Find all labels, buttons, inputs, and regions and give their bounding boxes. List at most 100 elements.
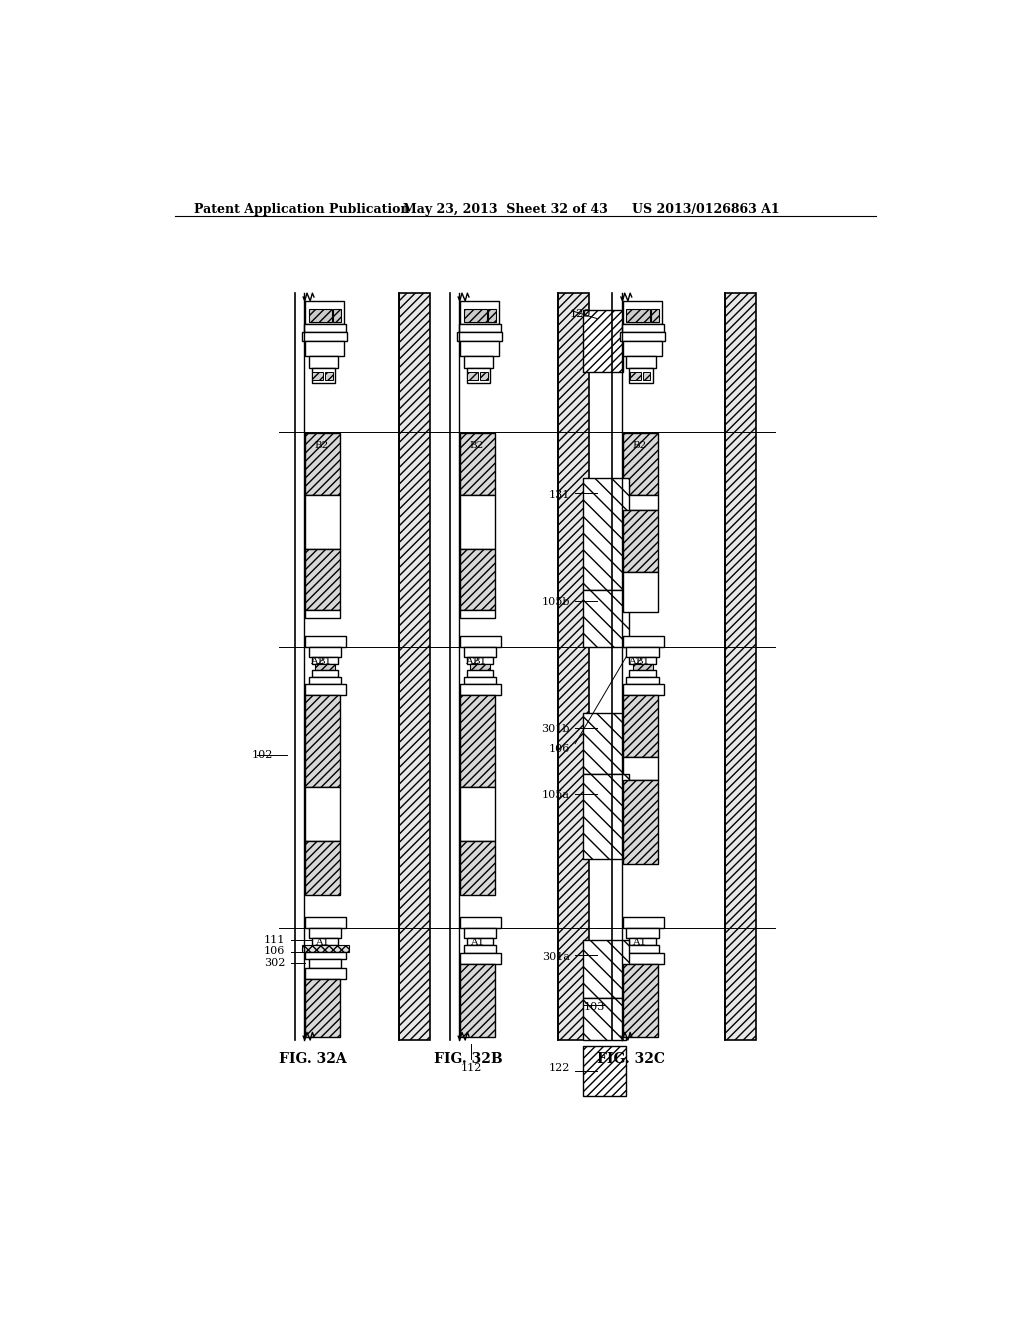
- Bar: [583, 310, 624, 372]
- Text: 122: 122: [549, 1063, 569, 1073]
- Bar: [488, 309, 496, 322]
- Text: B2: B2: [314, 441, 329, 450]
- Bar: [305, 341, 344, 356]
- Bar: [627, 647, 658, 656]
- Bar: [311, 671, 338, 677]
- Bar: [624, 433, 658, 495]
- Bar: [627, 928, 658, 937]
- Bar: [461, 341, 500, 356]
- Bar: [583, 940, 630, 998]
- Bar: [305, 549, 340, 610]
- Bar: [467, 372, 478, 380]
- Bar: [461, 610, 496, 618]
- Bar: [311, 368, 335, 383]
- Bar: [583, 478, 630, 590]
- Text: A2: A2: [310, 656, 325, 665]
- Bar: [305, 301, 344, 323]
- Text: 105b: 105b: [542, 598, 569, 607]
- Text: 301b: 301b: [542, 725, 569, 734]
- Bar: [305, 696, 340, 788]
- Text: 111: 111: [264, 935, 286, 945]
- Bar: [480, 372, 487, 380]
- Bar: [627, 309, 649, 322]
- Bar: [624, 917, 664, 928]
- Text: A1: A1: [314, 937, 329, 946]
- Bar: [467, 937, 493, 945]
- Text: A1: A1: [470, 937, 484, 946]
- Text: 102: 102: [252, 750, 273, 760]
- Text: Patent Application Publication: Patent Application Publication: [194, 203, 410, 216]
- Text: FIG. 32A: FIG. 32A: [280, 1052, 347, 1065]
- Bar: [459, 323, 501, 331]
- Bar: [305, 495, 340, 549]
- Bar: [305, 969, 346, 979]
- Bar: [308, 356, 338, 368]
- Bar: [308, 928, 341, 937]
- Bar: [624, 301, 662, 323]
- Bar: [464, 356, 493, 368]
- Bar: [302, 331, 347, 341]
- Bar: [305, 684, 346, 696]
- Bar: [461, 788, 496, 841]
- Bar: [461, 964, 496, 1038]
- Bar: [627, 677, 658, 684]
- Bar: [302, 945, 349, 952]
- Text: FIG. 32C: FIG. 32C: [597, 1052, 665, 1065]
- Bar: [624, 953, 664, 964]
- Bar: [308, 677, 341, 684]
- Text: 103: 103: [584, 1002, 604, 1011]
- Bar: [624, 572, 658, 612]
- Bar: [630, 368, 652, 383]
- Bar: [311, 937, 338, 945]
- Bar: [467, 656, 493, 664]
- Text: 120: 120: [569, 309, 591, 318]
- Bar: [470, 664, 489, 671]
- Bar: [399, 293, 430, 1040]
- Text: FIG. 32B: FIG. 32B: [434, 1052, 503, 1065]
- Text: B2: B2: [633, 441, 647, 450]
- Bar: [305, 841, 340, 895]
- Text: B1: B1: [636, 656, 650, 665]
- Bar: [461, 433, 496, 495]
- Bar: [630, 671, 655, 677]
- Bar: [305, 610, 340, 618]
- Bar: [643, 372, 650, 380]
- Bar: [334, 309, 341, 322]
- Bar: [461, 549, 496, 610]
- Bar: [630, 656, 655, 664]
- Bar: [461, 917, 501, 928]
- Bar: [624, 511, 658, 572]
- Bar: [630, 372, 641, 380]
- Bar: [630, 937, 655, 945]
- Text: 106: 106: [549, 743, 569, 754]
- Bar: [461, 636, 501, 647]
- Text: US 2013/0126863 A1: US 2013/0126863 A1: [632, 203, 779, 216]
- Bar: [583, 1047, 626, 1096]
- Text: 301a: 301a: [542, 952, 569, 961]
- Bar: [624, 636, 664, 647]
- Bar: [583, 590, 630, 647]
- Text: 131: 131: [549, 490, 569, 499]
- Bar: [308, 647, 341, 656]
- Text: 105a: 105a: [542, 789, 569, 800]
- Bar: [583, 713, 630, 775]
- Bar: [325, 372, 333, 380]
- Bar: [633, 664, 652, 671]
- Bar: [464, 928, 496, 937]
- Bar: [461, 841, 496, 895]
- Bar: [467, 671, 493, 677]
- Bar: [314, 664, 335, 671]
- Bar: [311, 656, 338, 664]
- Bar: [624, 780, 658, 865]
- Bar: [304, 323, 346, 331]
- Bar: [624, 495, 658, 511]
- Text: 106: 106: [264, 946, 286, 957]
- Bar: [461, 684, 501, 696]
- Bar: [305, 917, 346, 928]
- Bar: [305, 952, 346, 960]
- Bar: [461, 301, 500, 323]
- Bar: [725, 293, 756, 1040]
- Bar: [308, 309, 332, 322]
- Bar: [464, 647, 496, 656]
- Bar: [464, 945, 496, 953]
